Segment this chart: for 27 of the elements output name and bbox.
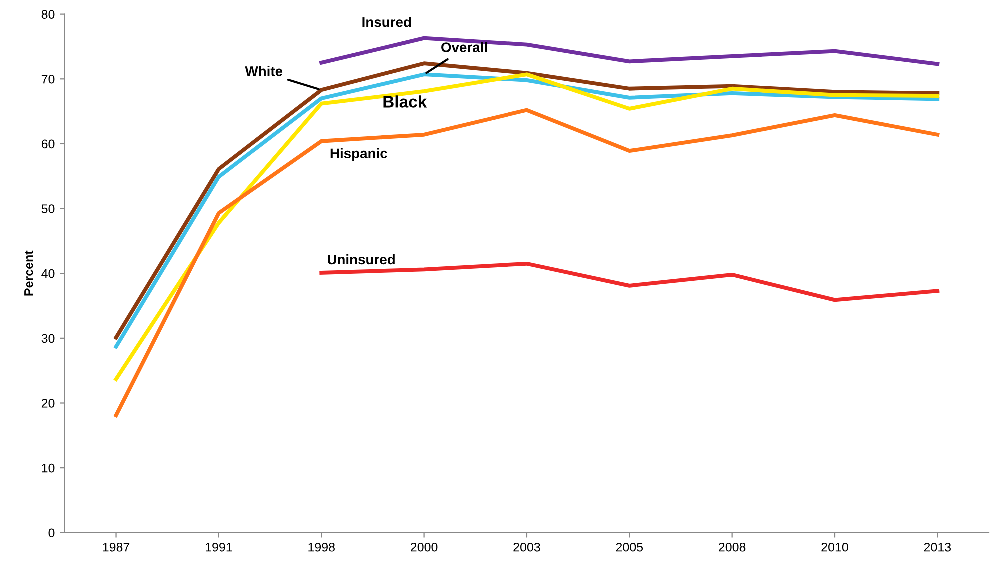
x-tick-label: 2000 <box>411 542 438 552</box>
y-tick-label: 80 <box>42 10 55 19</box>
line-series <box>320 36 940 66</box>
line-series <box>114 108 940 418</box>
y-tick-label: 20 <box>42 399 55 408</box>
series-label: Overall <box>442 42 488 52</box>
y-tick-label: 70 <box>42 74 55 84</box>
series-label: Insured <box>362 17 412 28</box>
x-tick-label: 2010 <box>822 542 848 552</box>
y-tick-label: 0 <box>48 528 55 538</box>
x-tick-label: 1991 <box>206 542 232 552</box>
series-label: Uninsured <box>328 254 395 265</box>
y-tick-label: 10 <box>42 464 55 473</box>
series-label: Black <box>384 96 428 108</box>
y-tick-label: 40 <box>42 269 55 278</box>
x-tick-label: 1998 <box>308 542 335 552</box>
y-tick-label: 30 <box>42 334 55 344</box>
y-tick-label: 50 <box>42 204 55 214</box>
x-tick-label: 2013 <box>924 542 952 552</box>
x-tick-label: 1987 <box>103 542 130 552</box>
x-tick-label: 2005 <box>616 542 644 552</box>
text: White <box>245 66 283 76</box>
x-tick-label: 2003 <box>514 542 540 552</box>
x-tick-label: 2008 <box>719 542 746 552</box>
y-tick-label: 60 <box>42 140 55 149</box>
series-label: Hispanic <box>330 148 388 162</box>
y-axis-title: Percent <box>24 250 34 296</box>
